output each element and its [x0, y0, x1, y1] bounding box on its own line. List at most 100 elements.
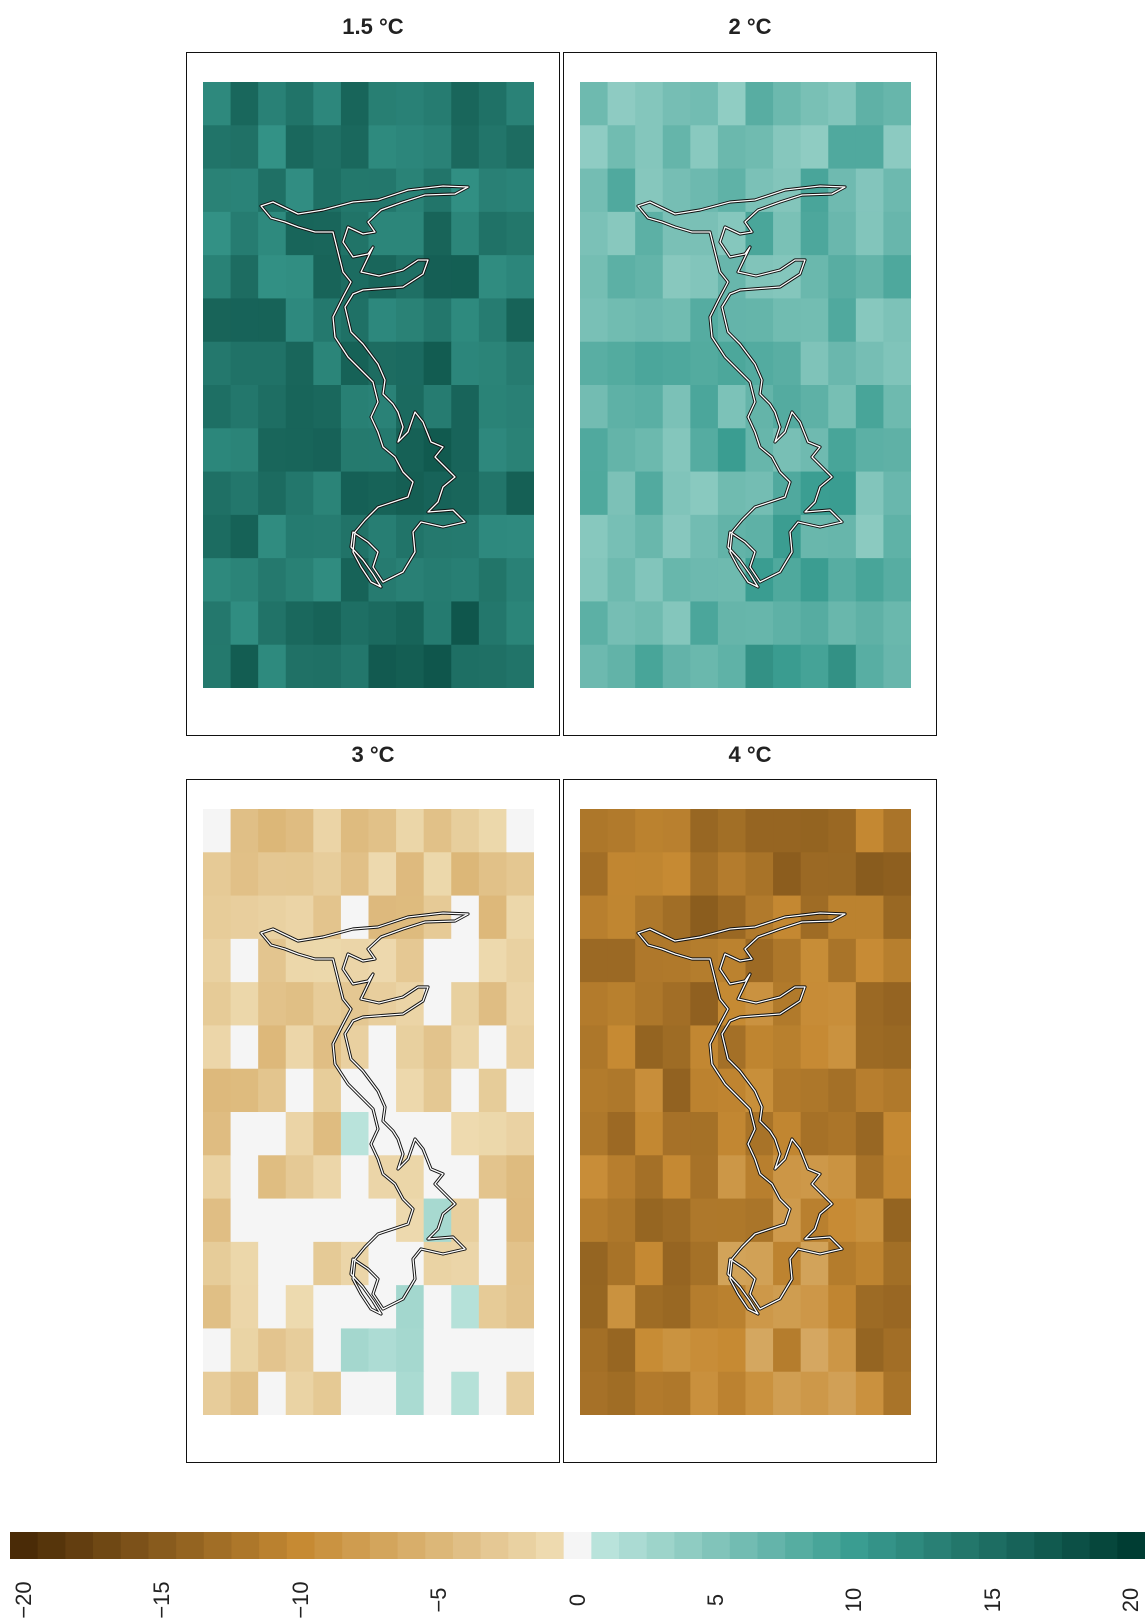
legend-swatch	[425, 1532, 454, 1559]
raster-cell	[855, 1198, 885, 1243]
raster-cell	[368, 428, 397, 473]
raster-cell	[313, 1371, 342, 1415]
raster-map-3	[203, 809, 534, 1415]
raster-cell	[883, 1241, 911, 1286]
raster-cell	[607, 168, 636, 213]
raster-cell	[368, 514, 397, 559]
raster-cell	[285, 644, 314, 688]
raster-cell	[506, 558, 534, 603]
raster-cell	[580, 1371, 609, 1415]
raster-cell	[451, 1328, 480, 1373]
raster-cell	[506, 514, 534, 559]
raster-cell	[580, 125, 609, 170]
raster-cell	[313, 1025, 342, 1070]
raster-cell	[230, 644, 259, 688]
raster-cell	[230, 514, 259, 559]
raster-cell	[313, 341, 342, 386]
raster-cell	[662, 558, 691, 603]
raster-cell	[745, 298, 774, 343]
legend-swatch	[397, 1532, 426, 1559]
legend-swatch	[674, 1532, 703, 1559]
raster-cell	[451, 82, 480, 126]
raster-cell	[451, 471, 480, 516]
raster-cell	[368, 982, 397, 1027]
raster-cell	[883, 895, 911, 940]
raster-cell	[368, 298, 397, 343]
raster-cell	[203, 82, 232, 126]
raster-cell	[662, 1328, 691, 1373]
raster-cell	[662, 168, 691, 213]
legend-tick-label: −10	[287, 1581, 313, 1619]
raster-cell	[258, 1285, 287, 1330]
raster-cell	[883, 1328, 911, 1373]
panel-title-4: 4 °C	[728, 742, 772, 767]
raster-cell	[451, 644, 480, 688]
raster-cell	[230, 428, 259, 473]
raster-cell	[451, 1155, 480, 1200]
raster-cell	[313, 82, 342, 126]
raster-cell	[423, 341, 452, 386]
legend-swatch	[1034, 1532, 1063, 1559]
raster-cell	[451, 125, 480, 170]
raster-cell	[368, 1328, 397, 1373]
raster-cell	[230, 601, 259, 646]
raster-cell	[478, 1025, 508, 1070]
raster-cell	[855, 1328, 885, 1373]
raster-cell	[662, 1285, 691, 1330]
legend-swatch	[840, 1532, 869, 1559]
raster-cell	[828, 298, 857, 343]
raster-cell	[368, 1241, 397, 1286]
raster-cell	[717, 125, 747, 170]
raster-cell	[423, 514, 452, 559]
raster-cell	[340, 385, 370, 429]
raster-cell	[368, 809, 397, 853]
legend-tick-label: −5	[426, 1587, 452, 1613]
raster-cell	[800, 385, 829, 429]
raster-cell	[855, 809, 885, 853]
raster-cell	[580, 298, 609, 343]
raster-cell	[883, 298, 911, 343]
legend-swatch	[812, 1532, 841, 1559]
raster-cell	[607, 938, 636, 983]
raster-cell	[340, 1112, 370, 1156]
raster-cell	[423, 1025, 452, 1070]
raster-cell	[855, 852, 885, 897]
raster-cell	[717, 471, 747, 516]
raster-cell	[580, 982, 609, 1027]
raster-cell	[368, 471, 397, 516]
raster-cell	[396, 852, 425, 897]
raster-cell	[506, 82, 534, 126]
raster-cell	[258, 1025, 287, 1070]
raster-cell	[258, 1241, 287, 1286]
raster-cell	[773, 1068, 802, 1113]
raster-cell	[506, 168, 534, 213]
raster-cell	[230, 298, 259, 343]
raster-cell	[745, 852, 774, 897]
legend-swatch	[591, 1532, 620, 1559]
raster-cell	[313, 255, 342, 300]
raster-cell	[745, 982, 774, 1027]
raster-cell	[635, 1068, 664, 1113]
raster-cell	[203, 1025, 232, 1070]
raster-cell	[690, 1112, 719, 1156]
legend-swatch	[895, 1532, 925, 1559]
raster-cell	[800, 809, 829, 853]
legend-swatch	[1061, 1532, 1091, 1559]
raster-cell	[203, 255, 232, 300]
raster-cell	[580, 938, 609, 983]
raster-cell	[662, 385, 691, 429]
legend-swatch	[65, 1532, 94, 1559]
raster-cell	[580, 1155, 609, 1200]
raster-cell	[478, 211, 508, 256]
raster-cell	[258, 644, 287, 688]
raster-cell	[773, 644, 802, 688]
raster-cell	[662, 938, 691, 983]
raster-cell	[580, 168, 609, 213]
raster-cell	[203, 1198, 232, 1243]
raster-cell	[285, 428, 314, 473]
raster-cell	[313, 385, 342, 429]
raster-cell	[800, 471, 829, 516]
raster-cell	[580, 1025, 609, 1070]
raster-cell	[855, 298, 885, 343]
raster-cell	[451, 1371, 480, 1415]
